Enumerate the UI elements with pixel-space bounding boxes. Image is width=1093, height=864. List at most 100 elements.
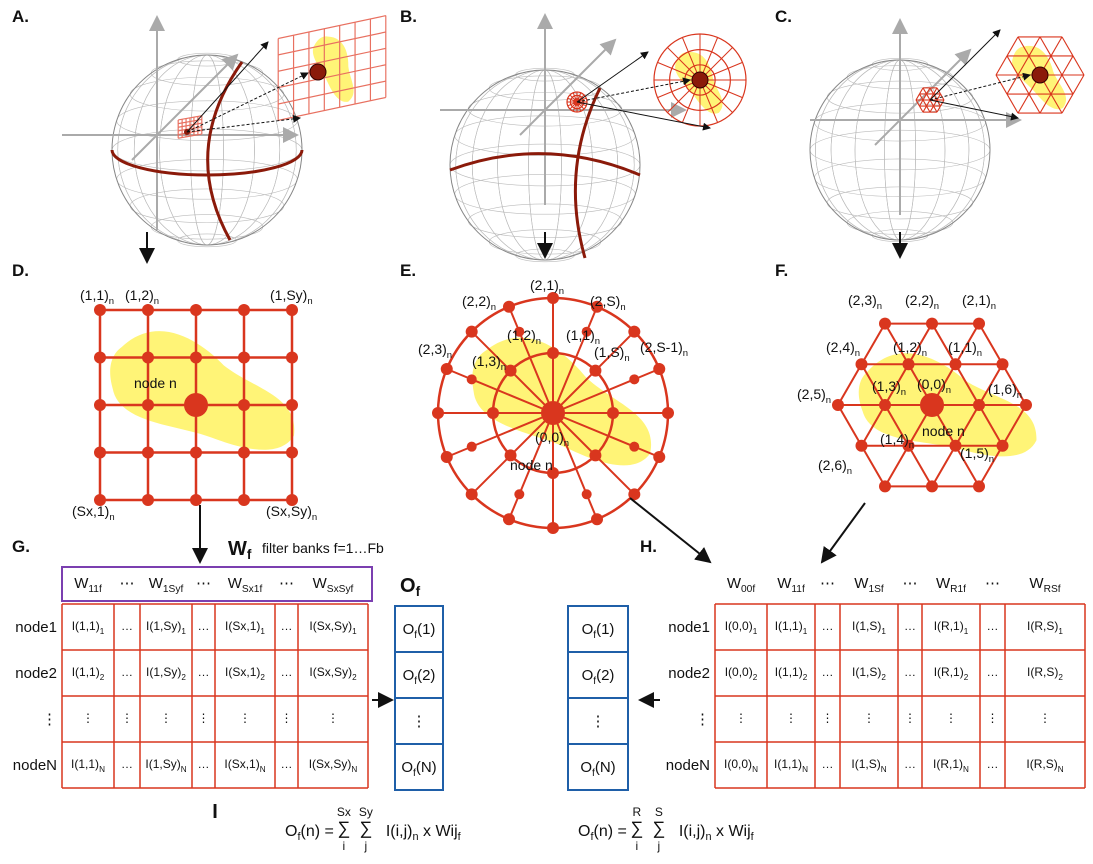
formula-term: I(i,j)n x Wijf bbox=[386, 823, 462, 843]
label-subscript: 1 bbox=[352, 627, 357, 636]
graph-node bbox=[856, 440, 868, 452]
label-subscript: 2 bbox=[181, 673, 186, 682]
table-cell: I(Sx,Sy)1 bbox=[309, 619, 357, 636]
table-cell: I(0,0)1 bbox=[725, 619, 758, 636]
graph-edge bbox=[838, 405, 862, 446]
label-subscript: 1 bbox=[181, 627, 186, 636]
table-cell: … bbox=[281, 757, 293, 771]
table-cell: I(1,1)N bbox=[71, 757, 105, 774]
table-cell: ⋮ bbox=[121, 711, 133, 725]
graph-node bbox=[238, 447, 250, 459]
panel-label: A. bbox=[12, 7, 29, 26]
label-part: (1,5) bbox=[960, 445, 989, 461]
row-label: node2 bbox=[668, 665, 710, 682]
graph-edge bbox=[979, 324, 1003, 365]
label-subscript: n bbox=[491, 302, 496, 313]
label-part: O bbox=[578, 823, 590, 840]
table-cell: I(1,Sy)2 bbox=[146, 665, 186, 682]
label-subscript: n bbox=[109, 296, 114, 307]
label-part: W bbox=[727, 575, 742, 592]
label-part: (2,1) bbox=[530, 277, 559, 293]
label-subscript: 1 bbox=[260, 627, 265, 636]
node-marker bbox=[310, 64, 326, 80]
label: (2,S-1)n bbox=[640, 339, 688, 359]
label-part: (2,2) bbox=[462, 293, 491, 309]
label-part: W bbox=[777, 575, 792, 592]
center-label: node n bbox=[922, 423, 965, 439]
label-part: I(R,1) bbox=[934, 665, 964, 679]
label-subscript: n bbox=[501, 362, 506, 373]
connector bbox=[187, 118, 300, 132]
label-part: O bbox=[580, 759, 592, 776]
formula-sum: ∑ bbox=[630, 818, 643, 838]
table-cell: I(Sx,1)2 bbox=[225, 665, 265, 682]
weight-label: WSxSyf bbox=[313, 575, 354, 595]
weight-label: WSx1f bbox=[228, 575, 263, 595]
label: (1,1)n bbox=[80, 287, 114, 307]
weight-label: W11f bbox=[777, 575, 805, 595]
table-cell: ⋮ bbox=[822, 711, 834, 725]
graph-node bbox=[184, 393, 208, 417]
graph-node bbox=[591, 513, 603, 525]
label-part: O bbox=[400, 575, 416, 597]
label-subscript: R1f bbox=[950, 584, 966, 595]
table-cell: ⋮ bbox=[281, 711, 293, 725]
label-subscript: RSf bbox=[1044, 584, 1061, 595]
label: (2,2)n bbox=[905, 292, 939, 312]
table-cell: ⋮ bbox=[785, 711, 797, 725]
graph-node bbox=[547, 292, 559, 304]
label-part: O bbox=[403, 621, 415, 638]
label-subscript: n bbox=[559, 286, 564, 297]
label-subscript: N bbox=[260, 765, 266, 774]
graph-node bbox=[628, 326, 640, 338]
label-subscript: 2 bbox=[881, 673, 886, 682]
label-subscript: N bbox=[351, 765, 357, 774]
graph-node bbox=[238, 399, 250, 411]
label-subscript: N bbox=[802, 765, 808, 774]
output-cell: ⋮ bbox=[591, 713, 606, 730]
label-part: I(R,S) bbox=[1027, 665, 1058, 679]
graph-node bbox=[920, 393, 944, 417]
label-part: O bbox=[582, 667, 594, 684]
table-cell: ⋮ bbox=[945, 711, 957, 725]
sphere-mesh bbox=[130, 77, 284, 111]
table-cell: … bbox=[198, 619, 210, 633]
label-subscript: n bbox=[154, 296, 159, 307]
label-subscript: 2 bbox=[100, 673, 105, 682]
graph-node bbox=[589, 449, 601, 461]
table-cell: I(1,Sy)N bbox=[145, 757, 186, 774]
label-subscript: 2 bbox=[1058, 673, 1063, 682]
graph-edge bbox=[838, 364, 862, 405]
table-cell: I(0,0)2 bbox=[725, 665, 758, 682]
output-cell: Of(2) bbox=[403, 667, 436, 687]
center-label: node n bbox=[134, 375, 177, 391]
patch-line bbox=[996, 75, 1007, 94]
label-subscript: 2 bbox=[260, 673, 265, 682]
node-marker bbox=[692, 72, 708, 88]
label-subscript: 11f bbox=[88, 584, 102, 595]
graph-node bbox=[190, 352, 202, 364]
graph-node bbox=[547, 347, 559, 359]
patch-line bbox=[923, 88, 927, 94]
label-subscript: n bbox=[989, 454, 994, 465]
label: (2,4)n bbox=[826, 339, 860, 359]
label-part: W bbox=[228, 538, 247, 560]
label-part: I(Sx,1) bbox=[224, 757, 259, 771]
weight-label: W00f bbox=[727, 575, 756, 595]
label-part: I(R,1) bbox=[934, 619, 964, 633]
graph-node bbox=[997, 440, 1009, 452]
label-part: I(1,S) bbox=[852, 665, 881, 679]
graph-node bbox=[582, 489, 592, 499]
table-cell: I(1,1)1 bbox=[72, 619, 105, 636]
patch-line bbox=[1062, 56, 1073, 75]
label-part: (N) bbox=[416, 759, 437, 776]
patch-line bbox=[937, 94, 941, 100]
patch-line bbox=[927, 106, 931, 112]
table-cell: ⋮ bbox=[198, 711, 210, 725]
panel-label: B. bbox=[400, 7, 417, 26]
table-cell: I(R,S)1 bbox=[1027, 619, 1063, 636]
graph-node bbox=[142, 399, 154, 411]
graph-node bbox=[94, 304, 106, 316]
table-cell: … bbox=[121, 665, 133, 679]
panel-label: F. bbox=[775, 261, 788, 280]
